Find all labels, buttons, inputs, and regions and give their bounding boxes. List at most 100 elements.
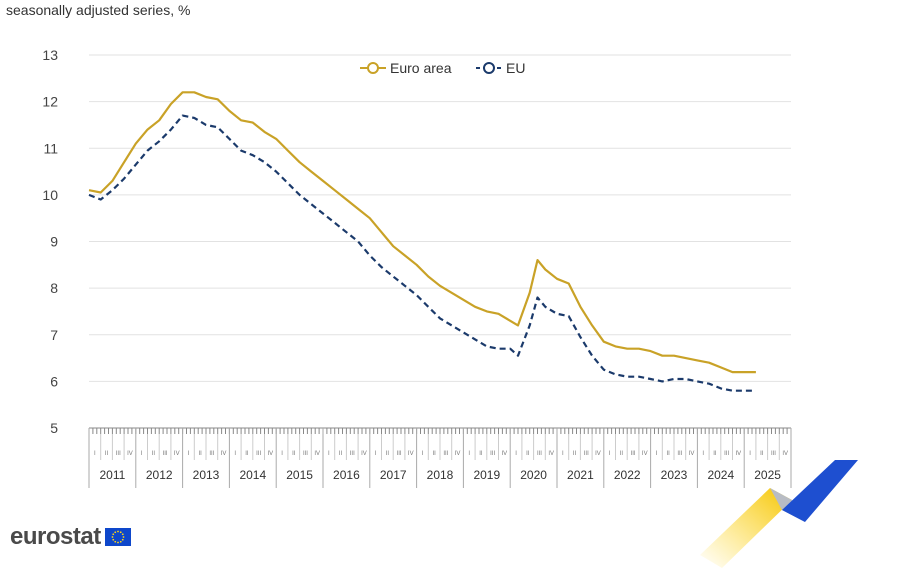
y-axis-tick-labels: 5 6 7 8 9 10 11 12 13 [42,47,58,436]
quarter-label: I [422,451,424,457]
quarter-label: III [631,451,636,457]
quarter-label: I [562,451,564,457]
quarter-label: II [620,451,624,457]
y-tick-label: 11 [43,140,58,156]
legend: Euro area EU [360,60,525,76]
chart-subtitle: seasonally adjusted series, % [6,2,191,18]
legend-swatch-marker [367,62,379,74]
quarter-label: III [584,451,589,457]
flag-star [116,541,119,544]
year-label: 2024 [707,468,734,482]
flag-star [119,531,122,534]
year-label: 2020 [520,468,547,482]
flag-star [111,536,114,538]
year-label: 2022 [614,468,641,482]
quarter-label: IV [689,451,695,457]
quarter-label: III [163,451,168,457]
quarter-label: III [443,451,448,457]
year-label: 2018 [427,468,454,482]
quarter-label: I [609,451,611,457]
quarter-label: I [141,451,143,457]
quarter-label: IV [642,451,648,457]
quarter-label: I [281,451,283,457]
quarter-label: III [771,451,776,457]
quarter-label: III [209,451,214,457]
y-tick-label: 5 [50,420,58,436]
quarter-label: IV [361,451,367,457]
flag-star [116,530,119,533]
year-label: 2023 [661,468,688,482]
flag-star [114,531,116,534]
quarter-label: IV [174,451,180,457]
logo-blue-stripe [782,460,858,522]
y-tick-label: 7 [50,327,58,343]
quarter-label: I [188,451,190,457]
year-label: 2013 [193,468,220,482]
y-tick-label: 8 [50,280,58,296]
quarter-label: I [468,451,470,457]
series-lines [88,91,756,392]
quarter-label: III [303,451,308,457]
year-label: 2011 [99,468,125,482]
y-tick-label: 6 [50,373,58,389]
brand-name: eurostat [10,523,101,550]
y-tick-label: 13 [42,47,58,63]
year-label: 2016 [333,468,360,482]
eurostat-logo: eurostat [10,523,131,551]
quarter-label: IV [548,451,554,457]
quarter-label: IV [502,451,508,457]
quarter-label: III [350,451,355,457]
year-label: 2015 [286,468,313,482]
quarter-label: III [677,451,682,457]
quarter-label: IV [127,451,133,457]
quarter-label: II [479,451,483,457]
year-label: 2025 [754,468,781,482]
quarter-label: II [152,451,156,457]
quarter-label: IV [268,451,274,457]
legend-label: EU [506,60,525,76]
quarter-label: II [666,451,670,457]
quarter-label: II [339,451,343,457]
flag-field [104,528,131,546]
quarter-label: I [375,451,377,457]
y-tick-label: 9 [50,234,58,250]
quarter-label: IV [782,451,788,457]
quarter-label: II [760,451,764,457]
eurostat-swoosh-logo [700,460,858,568]
quarter-label: II [105,451,109,457]
quarter-label: II [713,451,717,457]
quarter-label: IV [408,451,414,457]
quarter-label: I [702,451,704,457]
quarter-label: IV [221,451,227,457]
y-tick-label: 12 [42,94,58,110]
year-label: 2017 [380,468,407,482]
quarter-label: III [537,451,542,457]
quarter-label: III [116,451,121,457]
quarter-label: I [328,451,330,457]
quarter-label: I [94,451,96,457]
quarter-label: III [724,451,729,457]
quarter-label: I [234,451,236,457]
quarter-label: II [432,451,436,457]
quarter-label: IV [736,451,742,457]
quarter-label: III [397,451,402,457]
flag-star [119,540,122,543]
quarter-label: III [256,451,261,457]
legend-label: Euro area [390,60,452,76]
flag-star [121,538,124,541]
flag-star [122,536,125,538]
quarter-label: II [198,451,202,457]
series-line-eu [88,114,756,392]
year-label: 2021 [567,468,594,482]
logo-yellow-stripe [700,488,792,568]
year-label: 2014 [239,468,266,482]
grid-lines [89,54,791,382]
quarter-label: II [292,451,296,457]
quarter-label: I [515,451,517,457]
quarter-label: I [656,451,658,457]
quarter-label: II [573,451,577,457]
quarter-label: IV [314,451,320,457]
year-label: 2019 [473,468,500,482]
quarter-label: III [490,451,495,457]
